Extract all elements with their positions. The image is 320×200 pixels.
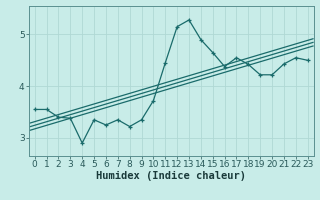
X-axis label: Humidex (Indice chaleur): Humidex (Indice chaleur)	[96, 171, 246, 181]
